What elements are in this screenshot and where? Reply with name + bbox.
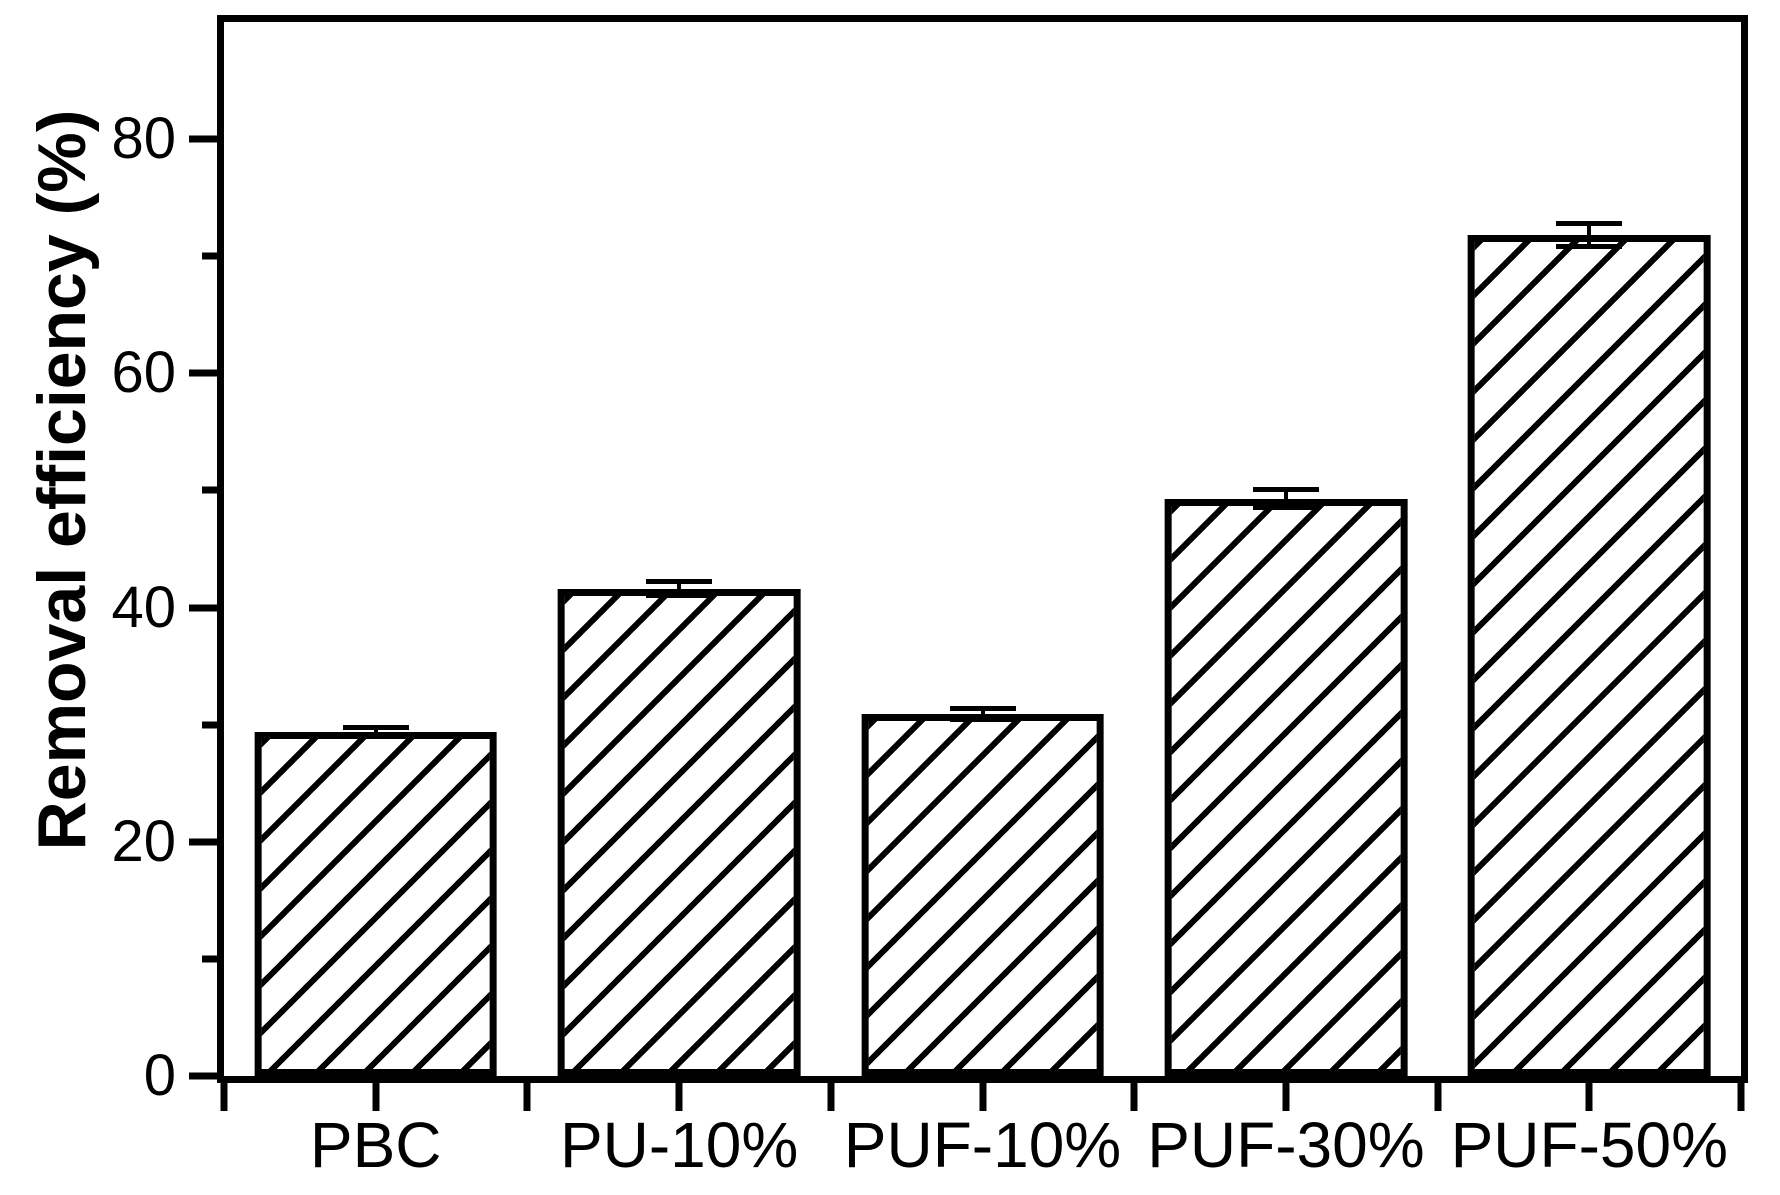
x-axis-tick [1130,1083,1138,1111]
error-bar-line [373,724,378,739]
error-bar [1252,486,1319,511]
error-bar-line [1587,221,1592,250]
x-axis-tick [979,1083,986,1111]
error-bar-cap-bottom [1252,505,1319,511]
error-bar [1556,221,1623,250]
x-axis-tick [1585,1083,1593,1111]
x-category-label: PU-10% [559,1109,799,1181]
error-bar [646,579,713,599]
y-axis-tick-label: 0 [143,1043,176,1108]
y-axis-major-tick [189,369,217,377]
x-category-label: PBC [309,1109,442,1181]
error-bar-cap-bottom [342,733,409,739]
error-bar [949,705,1016,723]
y-axis-minor-tick [202,486,217,494]
error-bar-cap-bottom [949,717,1016,723]
error-bar-line [980,705,985,723]
x-axis-tick [1282,1083,1290,1111]
plot-area: 0 20 40 60 80 PBC PU-10% PUF-10% PUF-30% PUF-50% [111,15,1748,1177]
y-axis-minor-tick [202,721,217,729]
error-bar-line [677,579,682,599]
x-axis-tick [372,1083,380,1111]
y-axis-minor-tick [202,955,217,963]
bar [1164,498,1408,1076]
y-axis-minor-tick [202,252,217,260]
bar [1467,235,1711,1076]
x-category-label: PUF-50% [1450,1109,1728,1181]
error-bar-line [1283,486,1288,511]
x-axis-tick [1434,1083,1442,1111]
x-axis-tick [1737,1083,1745,1111]
bar [254,731,498,1076]
y-axis-tick-label: 60 [111,340,176,406]
y-axis-title: Removal efficiency (%) [24,109,100,851]
x-category-label: PUF-30% [1147,1109,1425,1181]
y-axis-major-tick [189,1072,217,1080]
y-axis-major-tick [189,838,217,846]
y-axis-tick-label: 40 [111,574,176,640]
x-axis-tick [523,1083,531,1111]
y-axis-major-tick [189,135,217,143]
x-category-label: PUF-10% [843,1109,1122,1181]
bar [557,588,801,1076]
bar [861,714,1104,1076]
y-axis-tick-label: 80 [111,106,176,172]
y-axis-tick-label: 20 [111,808,176,874]
error-bar-cap-bottom [646,593,713,599]
error-bar [342,724,409,739]
x-axis-tick [675,1083,683,1111]
x-axis-tick [220,1083,228,1111]
x-axis-tick [827,1083,835,1111]
error-bar-cap-bottom [1556,244,1623,250]
y-axis-major-tick [189,604,217,612]
